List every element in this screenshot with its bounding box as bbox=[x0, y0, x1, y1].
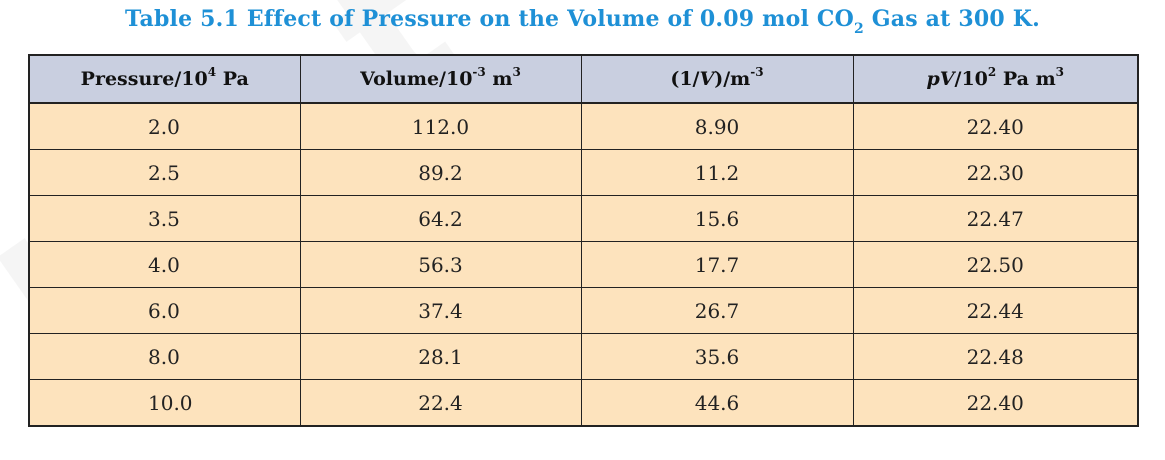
volume-cell: 28.1 bbox=[300, 333, 582, 380]
pv-cell: 22.30 bbox=[853, 149, 1139, 196]
volume-cell: 64.2 bbox=[300, 195, 582, 242]
header-pv: pV/102 Pa m3 bbox=[853, 55, 1139, 104]
data-table: Pressure/104 Pa Volume/10-3 m3 (1/V)/m-3… bbox=[28, 54, 1139, 427]
table-title-main: Table 5.1 Effect of Pressure on the Volu… bbox=[125, 6, 854, 32]
volume-cell: 56.3 bbox=[300, 241, 582, 288]
table-row: 2.5 89.2 11.2 22.30 bbox=[29, 149, 1139, 196]
pressure-cell: 8.0 bbox=[29, 333, 301, 380]
table-title-suffix: Gas at 300 K. bbox=[863, 6, 1040, 32]
table-body: 2.0 112.0 8.90 22.40 2.5 89.2 11.2 22.30 3.5 64.2… bbox=[29, 103, 1139, 427]
volume-cell: 89.2 bbox=[300, 149, 582, 196]
pv-cell: 22.47 bbox=[853, 195, 1139, 242]
reciprocal-volume-cell: 17.7 bbox=[581, 241, 854, 288]
reciprocal-volume-cell: 26.7 bbox=[581, 287, 854, 334]
header-reciprocal-volume: (1/V)/m-3 bbox=[581, 55, 854, 104]
header-volume: Volume/10-3 m3 bbox=[300, 55, 582, 104]
reciprocal-volume-cell: 44.6 bbox=[581, 379, 854, 427]
volume-cell: 112.0 bbox=[300, 103, 582, 150]
pv-cell: 22.50 bbox=[853, 241, 1139, 288]
table-row: 2.0 112.0 8.90 22.40 bbox=[29, 103, 1139, 150]
pressure-cell: 2.5 bbox=[29, 149, 301, 196]
table-row: 4.0 56.3 17.7 22.50 bbox=[29, 241, 1139, 288]
volume-cell: 37.4 bbox=[300, 287, 582, 334]
reciprocal-volume-cell: 15.6 bbox=[581, 195, 854, 242]
table-row: 6.0 37.4 26.7 22.44 bbox=[29, 287, 1139, 334]
pressure-cell: 4.0 bbox=[29, 241, 301, 288]
pressure-cell: 2.0 bbox=[29, 103, 301, 150]
table-title-subscript: 2 bbox=[853, 21, 864, 37]
reciprocal-volume-cell: 35.6 bbox=[581, 333, 854, 380]
pressure-cell: 10.0 bbox=[29, 379, 301, 427]
pv-cell: 22.40 bbox=[853, 379, 1139, 427]
header-row: Pressure/104 Pa Volume/10-3 m3 (1/V)/m-3… bbox=[29, 55, 1139, 104]
pv-cell: 22.44 bbox=[853, 287, 1139, 334]
reciprocal-volume-cell: 11.2 bbox=[581, 149, 854, 196]
table-row: 3.5 64.2 15.6 22.47 bbox=[29, 195, 1139, 242]
pressure-cell: 3.5 bbox=[29, 195, 301, 242]
header-pressure: Pressure/104 Pa bbox=[29, 55, 301, 104]
table-row: 10.0 22.4 44.6 22.40 bbox=[29, 379, 1139, 427]
table-row: 8.0 28.1 35.6 22.48 bbox=[29, 333, 1139, 380]
table-title: Table 5.1 Effect of Pressure on the Volu… bbox=[0, 6, 1165, 37]
pressure-cell: 6.0 bbox=[29, 287, 301, 334]
pv-cell: 22.48 bbox=[853, 333, 1139, 380]
volume-cell: 22.4 bbox=[300, 379, 582, 427]
pv-cell: 22.40 bbox=[853, 103, 1139, 150]
reciprocal-volume-cell: 8.90 bbox=[581, 103, 854, 150]
